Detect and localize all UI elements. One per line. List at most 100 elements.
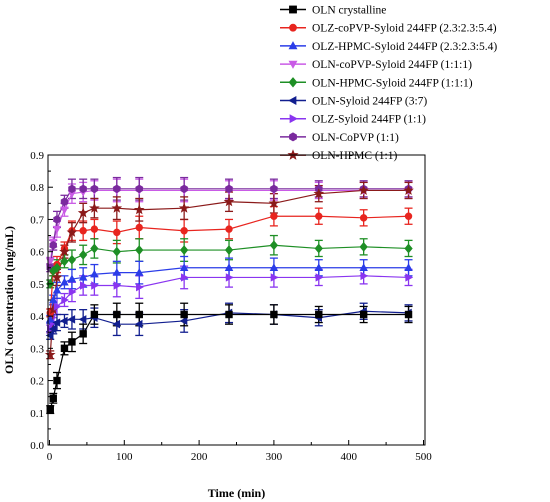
data-point bbox=[79, 250, 88, 260]
legend-label: OLN-coPVP-Syloid 244FP (1:1:1) bbox=[312, 59, 472, 71]
data-point bbox=[404, 263, 413, 271]
data-point bbox=[60, 256, 69, 267]
data-point bbox=[67, 315, 76, 324]
legend-label: OLN-HPMC-Syloid 244FP (1:1:1) bbox=[312, 77, 473, 89]
x-axis: 0 100 200 300 400 500 bbox=[47, 440, 432, 463]
data-point bbox=[51, 271, 63, 282]
x-tick-label: 0 bbox=[47, 451, 53, 463]
error-bars bbox=[46, 176, 413, 415]
y-tick-label: 0.4 bbox=[30, 311, 44, 323]
data-point bbox=[135, 245, 144, 255]
y-tick-label: 0.6 bbox=[30, 247, 44, 259]
legend-label: OLN crystalline bbox=[312, 5, 386, 17]
data-point bbox=[180, 273, 189, 282]
data-point bbox=[49, 394, 57, 402]
series-marker-group bbox=[46, 240, 413, 289]
data-point bbox=[269, 240, 279, 251]
data-point bbox=[78, 272, 88, 281]
data-point bbox=[79, 330, 87, 338]
data-point bbox=[359, 214, 368, 222]
data-point bbox=[44, 349, 56, 360]
data-point bbox=[53, 376, 61, 385]
data-point bbox=[404, 243, 413, 254]
legend-label: OLN-Syloid 244FP (3:7) bbox=[312, 96, 427, 108]
data-point bbox=[59, 246, 70, 257]
data-point bbox=[111, 202, 123, 213]
data-point bbox=[79, 184, 87, 194]
legend-label: OLN-HPMC (1:1) bbox=[312, 150, 397, 162]
data-point bbox=[67, 274, 77, 283]
legend-marker bbox=[289, 5, 297, 14]
data-point bbox=[359, 263, 368, 271]
x-tick-label: 400 bbox=[340, 451, 357, 463]
data-point bbox=[315, 310, 323, 319]
data-point bbox=[52, 318, 61, 327]
y-tick-label: 0.2 bbox=[30, 376, 44, 388]
data-point bbox=[314, 263, 324, 271]
data-point bbox=[269, 263, 279, 271]
data-point bbox=[404, 310, 413, 319]
data-point bbox=[61, 295, 69, 305]
data-point bbox=[68, 338, 76, 346]
x-tick-label: 500 bbox=[415, 451, 432, 463]
data-point bbox=[178, 202, 190, 213]
y-tick-label: 0.3 bbox=[30, 343, 44, 355]
data-point bbox=[52, 225, 62, 234]
data-point bbox=[405, 273, 414, 282]
data-point bbox=[53, 215, 61, 224]
data-point bbox=[180, 245, 189, 255]
legend-marker bbox=[289, 23, 297, 32]
legend-item: OLN-HPMC-Syloid 244FP (1:1:1) bbox=[280, 77, 473, 89]
data-point bbox=[48, 324, 57, 334]
data-point bbox=[225, 184, 233, 194]
data-point bbox=[180, 184, 188, 194]
data-point bbox=[53, 302, 62, 311]
legend-item: OLZ-Syloid 244FP (1:1) bbox=[280, 114, 426, 126]
series-marker-group bbox=[46, 184, 413, 273]
data-point bbox=[315, 273, 324, 282]
data-point bbox=[90, 310, 99, 319]
data-point bbox=[89, 202, 100, 213]
series-markers bbox=[44, 184, 414, 414]
data-point bbox=[48, 295, 58, 304]
legend-marker bbox=[288, 60, 298, 69]
data-point bbox=[136, 282, 144, 292]
data-point bbox=[223, 196, 235, 207]
data-point bbox=[59, 316, 68, 326]
data-point bbox=[113, 310, 121, 319]
legend-item: OLN crystalline bbox=[280, 5, 386, 17]
legend: OLN crystalline OLZ-coPVP-Syloid 244FP (2… bbox=[280, 5, 497, 162]
data-point bbox=[270, 273, 279, 282]
data-point bbox=[359, 241, 368, 252]
data-point bbox=[112, 268, 122, 276]
legend-item: OLZ-coPVP-Syloid 244FP (2.3:2.3:5.4) bbox=[280, 23, 497, 35]
data-point bbox=[135, 268, 144, 276]
data-point bbox=[113, 281, 122, 290]
data-point bbox=[180, 310, 188, 319]
data-point bbox=[225, 310, 233, 319]
data-point bbox=[135, 223, 143, 232]
legend-label: OLZ-Syloid 244FP (1:1) bbox=[312, 114, 426, 126]
data-point bbox=[60, 277, 69, 286]
data-point bbox=[135, 184, 143, 194]
data-point bbox=[270, 310, 278, 319]
data-point bbox=[360, 271, 369, 281]
x-axis-title: Time (min) bbox=[208, 486, 265, 500]
data-point bbox=[79, 227, 87, 235]
data-point bbox=[179, 263, 189, 271]
data-point bbox=[67, 254, 77, 265]
y-tick-label: 0.7 bbox=[30, 214, 44, 226]
legend-item: OLZ-HPMC-Syloid 244FP (2.3:2.3:5.4) bbox=[280, 41, 497, 53]
legend-item: OLN-HPMC (1:1) bbox=[280, 149, 397, 162]
data-point bbox=[90, 269, 99, 278]
data-point bbox=[112, 246, 121, 257]
legend-marker bbox=[289, 132, 297, 142]
data-point bbox=[90, 225, 99, 233]
data-point bbox=[270, 212, 278, 220]
data-point bbox=[225, 273, 234, 282]
y-axis: 0.0 0.1 0.2 0.3 0.4 0.5 0.6 0.7 0.8 0.9 bbox=[30, 150, 53, 452]
series-marker-group bbox=[46, 263, 413, 323]
data-point bbox=[404, 212, 413, 220]
legend-marker bbox=[288, 41, 298, 50]
y-axis-title: OLN concentration (mg/mL) bbox=[2, 226, 16, 374]
